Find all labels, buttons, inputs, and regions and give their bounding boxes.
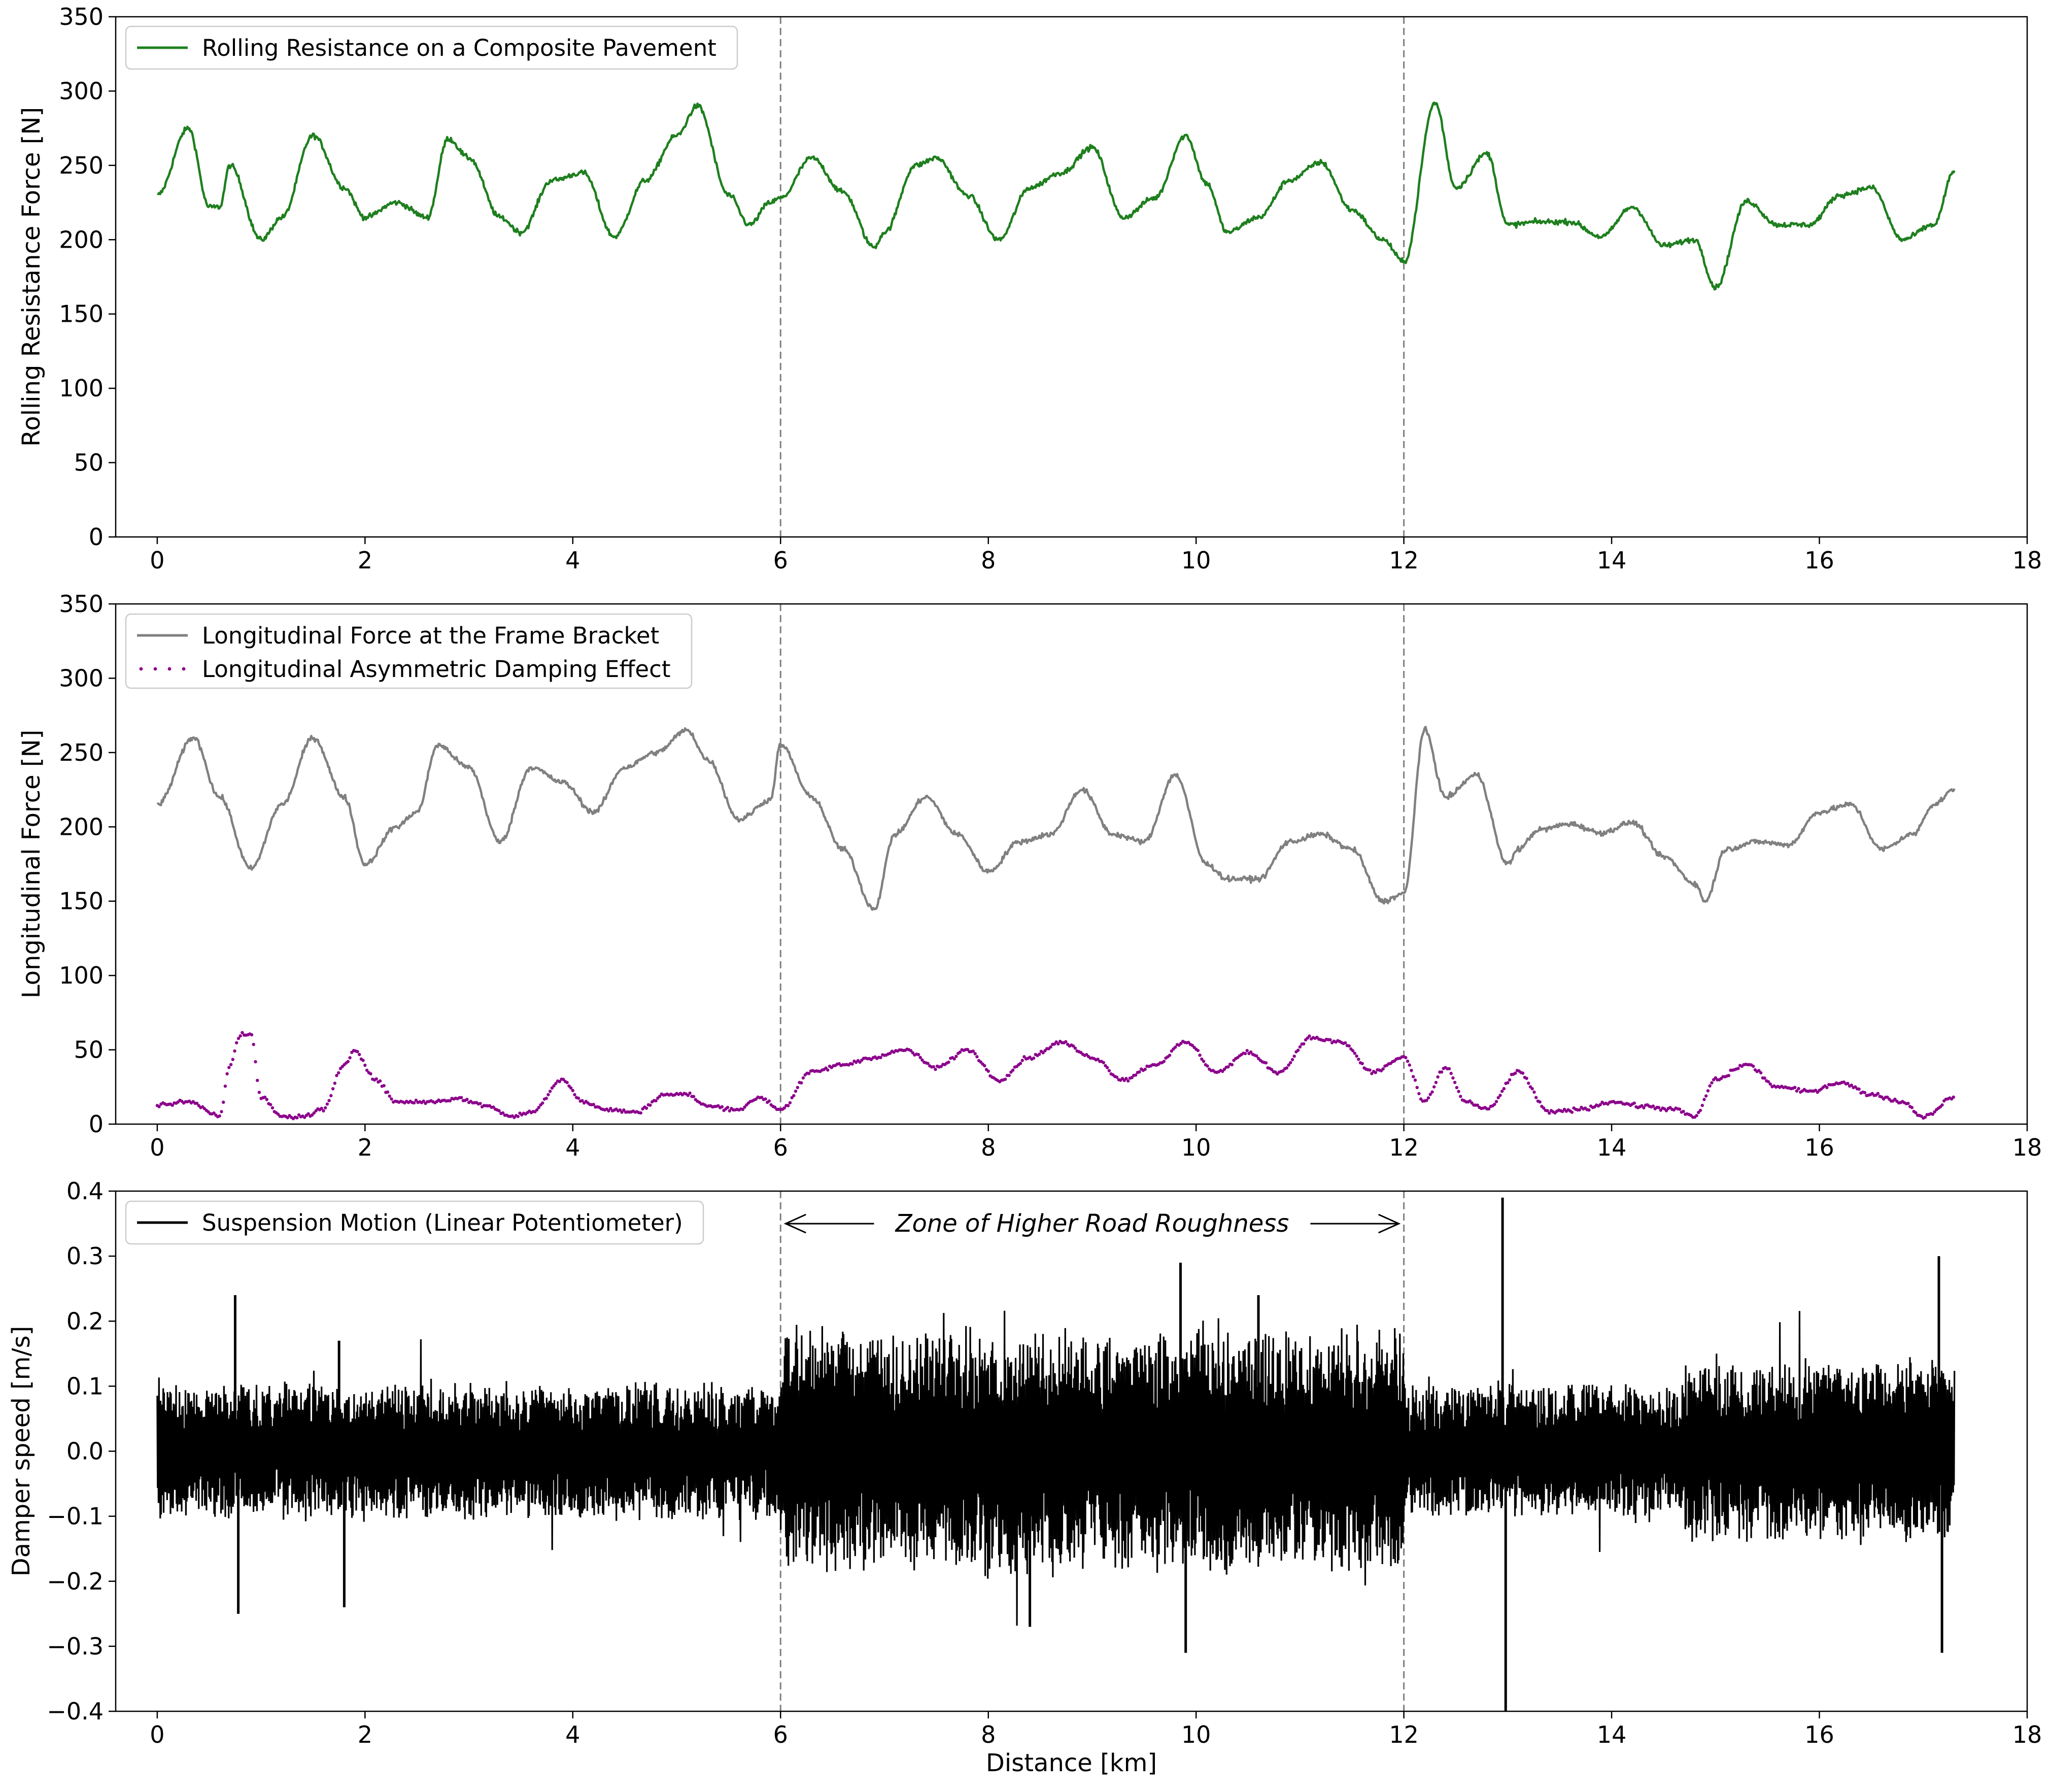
y-tick-label: 0 xyxy=(89,1110,104,1138)
x-tick-label: 12 xyxy=(1389,1134,1419,1161)
legend: Longitudinal Force at the Frame Bracket L… xyxy=(125,613,693,689)
legend-box xyxy=(125,25,738,70)
y-tick-label: 0.4 xyxy=(66,1177,104,1205)
x-tick-label: 16 xyxy=(1804,1721,1834,1748)
x-tick-label: 4 xyxy=(565,1134,580,1161)
y-tick-label: −0.3 xyxy=(47,1633,104,1660)
y-tick-label: 250 xyxy=(59,739,104,766)
annotation-text: Zone of Higher Road Roughness xyxy=(895,1209,1289,1238)
x-tick-label: 12 xyxy=(1389,1721,1419,1748)
arrowhead-right xyxy=(1378,1213,1401,1234)
series-1-line xyxy=(156,726,1956,911)
plot-frame xyxy=(115,16,2028,538)
legend-marker xyxy=(139,667,143,671)
legend: Suspension Motion (Linear Potentiometer) xyxy=(125,1200,704,1245)
legend-box xyxy=(125,1200,704,1245)
legend: Rolling Resistance on a Composite Paveme… xyxy=(125,25,738,70)
x-tick-label: 6 xyxy=(773,1721,788,1748)
y-tick-label: 300 xyxy=(59,664,104,692)
legend-entry: Longitudinal Asymmetric Damping Effect xyxy=(202,656,670,683)
y-axis-label: Rolling Resistance Force [N] xyxy=(17,107,46,447)
legend-marker xyxy=(167,667,172,671)
y-tick-label: −0.2 xyxy=(47,1568,104,1595)
plot-frame xyxy=(115,603,2028,1125)
legend-entry: Rolling Resistance on a Composite Paveme… xyxy=(202,35,716,61)
x-tick-label: 2 xyxy=(358,547,372,574)
chart-panel-1: 0 2 4 6 8 10 12 14 16 18 0 50 100 150 200 250 300 350 Roll… xyxy=(17,3,2042,574)
y-tick-label: 350 xyxy=(59,590,104,618)
y-tick-label: −0.4 xyxy=(47,1698,104,1725)
y-tick-label: 250 xyxy=(59,152,104,179)
x-tick-label: 14 xyxy=(1597,1721,1627,1748)
x-tick-label: 0 xyxy=(150,547,164,574)
x-tick-label: 16 xyxy=(1804,1134,1834,1161)
y-tick-label: 50 xyxy=(74,449,104,477)
y-tick-label: −0.1 xyxy=(47,1503,104,1530)
x-tick-label: 16 xyxy=(1804,547,1834,574)
legend-entry: Longitudinal Force at the Frame Bracket xyxy=(202,622,659,649)
y-axis-label: Damper speed [m/s] xyxy=(7,1326,36,1577)
x-tick-label: 10 xyxy=(1181,1721,1211,1748)
y-tick-label: 100 xyxy=(59,962,104,989)
x-tick-label: 0 xyxy=(150,1721,164,1748)
plot-area xyxy=(155,726,1956,1121)
x-tick-label: 8 xyxy=(981,547,996,574)
x-tick-label: 8 xyxy=(981,1134,996,1161)
y-axis-label: Longitudinal Force [N] xyxy=(17,730,46,998)
x-tick-label: 8 xyxy=(981,1721,996,1748)
x-tick-label: 10 xyxy=(1181,1134,1211,1161)
y-tick-label: 0.2 xyxy=(66,1307,104,1335)
y-tick-label: 200 xyxy=(59,226,104,253)
chart-panel-2: 0 2 4 6 8 10 12 14 16 18 0 50 100 150 200 250 300 350 Long… xyxy=(17,590,2042,1161)
x-tick-label: 14 xyxy=(1597,1134,1627,1161)
y-tick-label: 100 xyxy=(59,375,104,402)
y-tick-label: 50 xyxy=(74,1036,104,1064)
y-tick-label: 350 xyxy=(59,3,104,30)
x-tick-label: 4 xyxy=(565,1721,580,1748)
x-tick-label: 6 xyxy=(773,1134,788,1161)
arrowhead-left xyxy=(783,1213,806,1234)
series-1-line xyxy=(157,102,1956,291)
x-tick-label: 18 xyxy=(2012,1721,2042,1748)
x-tick-label: 2 xyxy=(358,1134,372,1161)
y-tick-label: 300 xyxy=(59,77,104,105)
x-tick-label: 6 xyxy=(773,547,788,574)
legend-marker xyxy=(153,667,157,671)
legend-marker xyxy=(182,667,186,671)
x-tick-label: 10 xyxy=(1181,547,1211,574)
x-tick-label: 0 xyxy=(150,1134,164,1161)
y-tick-label: 150 xyxy=(59,888,104,915)
series-2-dots xyxy=(155,1031,1955,1121)
x-tick-label: 14 xyxy=(1597,547,1627,574)
y-tick-label: 0.1 xyxy=(66,1372,104,1400)
x-tick-label: 4 xyxy=(565,547,580,574)
x-tick-label: 18 xyxy=(2012,547,2042,574)
x-tick-label: 18 xyxy=(2012,1134,2042,1161)
x-tick-label: 12 xyxy=(1389,547,1419,574)
chart-panel-3: 0 2 4 6 8 10 12 14 16 18 −0.4 −0.3 −0.2 −0.1 0.0 0.1 0.2… xyxy=(7,1177,2042,1777)
y-tick-label: 0.0 xyxy=(66,1438,104,1465)
y-tick-label: 200 xyxy=(59,813,104,840)
y-tick-label: 150 xyxy=(59,300,104,328)
series-1-line xyxy=(156,1310,1956,1626)
y-tick-label: 0.3 xyxy=(66,1242,104,1270)
x-axis-label: Distance [km] xyxy=(986,1749,1157,1777)
legend-box xyxy=(125,613,693,689)
x-tick-label: 2 xyxy=(358,1721,372,1748)
y-tick-label: 0 xyxy=(89,523,104,551)
plot-area xyxy=(156,1197,1956,1711)
legend-entry: Suspension Motion (Linear Potentiometer) xyxy=(202,1209,683,1236)
plot-area xyxy=(157,102,1956,291)
